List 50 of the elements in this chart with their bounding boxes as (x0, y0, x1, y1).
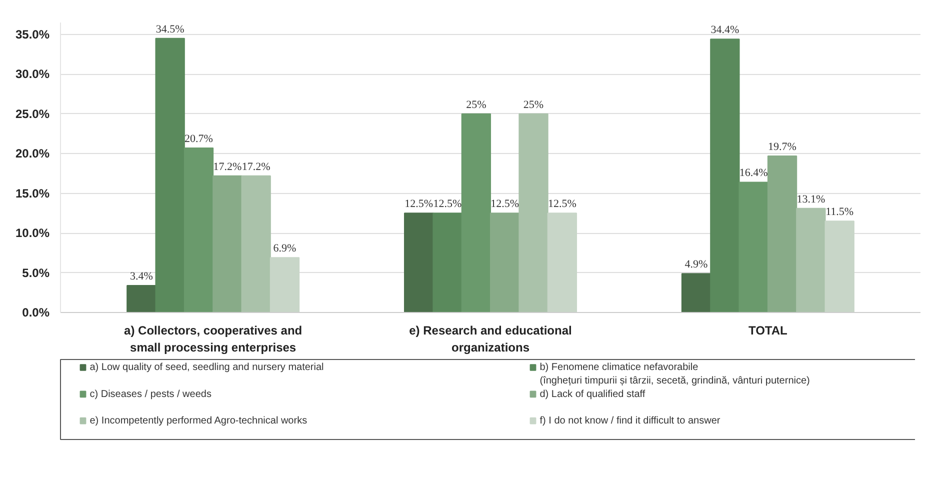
y-tick-label: 15.0% (15, 186, 50, 200)
bar (490, 212, 520, 312)
data-label: 12.5% (548, 198, 576, 210)
legend-label: a) Low quality of seed, seedling and nursery material (90, 362, 324, 374)
bar (212, 175, 242, 312)
data-label: 12.5% (404, 198, 434, 210)
bar (432, 212, 462, 312)
y-tick-label: 25.0% (15, 106, 50, 121)
legend-label: d) Lack of qualified staff (540, 388, 646, 400)
data-label: 17.2% (213, 160, 242, 173)
data-label: 19.7% (768, 140, 796, 153)
data-label: 12.5% (490, 198, 520, 210)
bar (184, 148, 214, 312)
bar (404, 212, 434, 312)
bar (710, 38, 740, 312)
data-label: 11.5% (826, 206, 854, 218)
data-label: 16.4% (739, 167, 768, 180)
y-tick-label: 0.0% (22, 306, 50, 320)
bar (738, 182, 768, 312)
y-tick-label: 20.0% (15, 146, 50, 161)
data-label: 20.7% (184, 133, 213, 146)
bar (796, 208, 826, 312)
bar (155, 38, 185, 312)
bar (126, 284, 156, 312)
bar (767, 155, 798, 312)
data-label: 17.2% (242, 160, 270, 173)
y-tick-label: 35.0% (15, 27, 50, 42)
legend-label: b) Fenomene climatice nefavorabile (înghețuri timpurii și târzii, secetă, grindină, vânturi puternice) (540, 362, 810, 386)
x-tick-label: TOTAL (748, 324, 788, 338)
bar (681, 273, 712, 312)
data-label: 34.5% (156, 23, 184, 36)
data-label: 25% (466, 98, 486, 111)
bar (518, 113, 548, 312)
y-tick-label: 5.0% (22, 266, 50, 280)
data-label: 25% (523, 98, 544, 111)
data-label: 34.4% (710, 24, 740, 36)
data-label: 4.9% (684, 258, 708, 271)
y-tick-label: 30.0% (15, 67, 50, 82)
data-label: 3.4% (130, 270, 153, 282)
x-tick-label: e) Research and educational organizations (409, 324, 572, 354)
data-label: 13.1% (796, 193, 826, 206)
legend-label: e) Incompetently performed Agro-technical works (90, 416, 308, 426)
bar (461, 113, 491, 312)
y-tick-label: 10.0% (15, 226, 50, 240)
data-label: 12.5% (433, 198, 462, 210)
bar (241, 175, 271, 312)
x-tick-label: a) Collectors, cooperatives and small processing enterprises (124, 324, 302, 354)
data-label: 6.9% (273, 242, 296, 255)
legend-label: f) I do not know / find it difficult to answer (540, 416, 721, 426)
legend-label: c) Diseases / pests / weeds (90, 388, 212, 400)
